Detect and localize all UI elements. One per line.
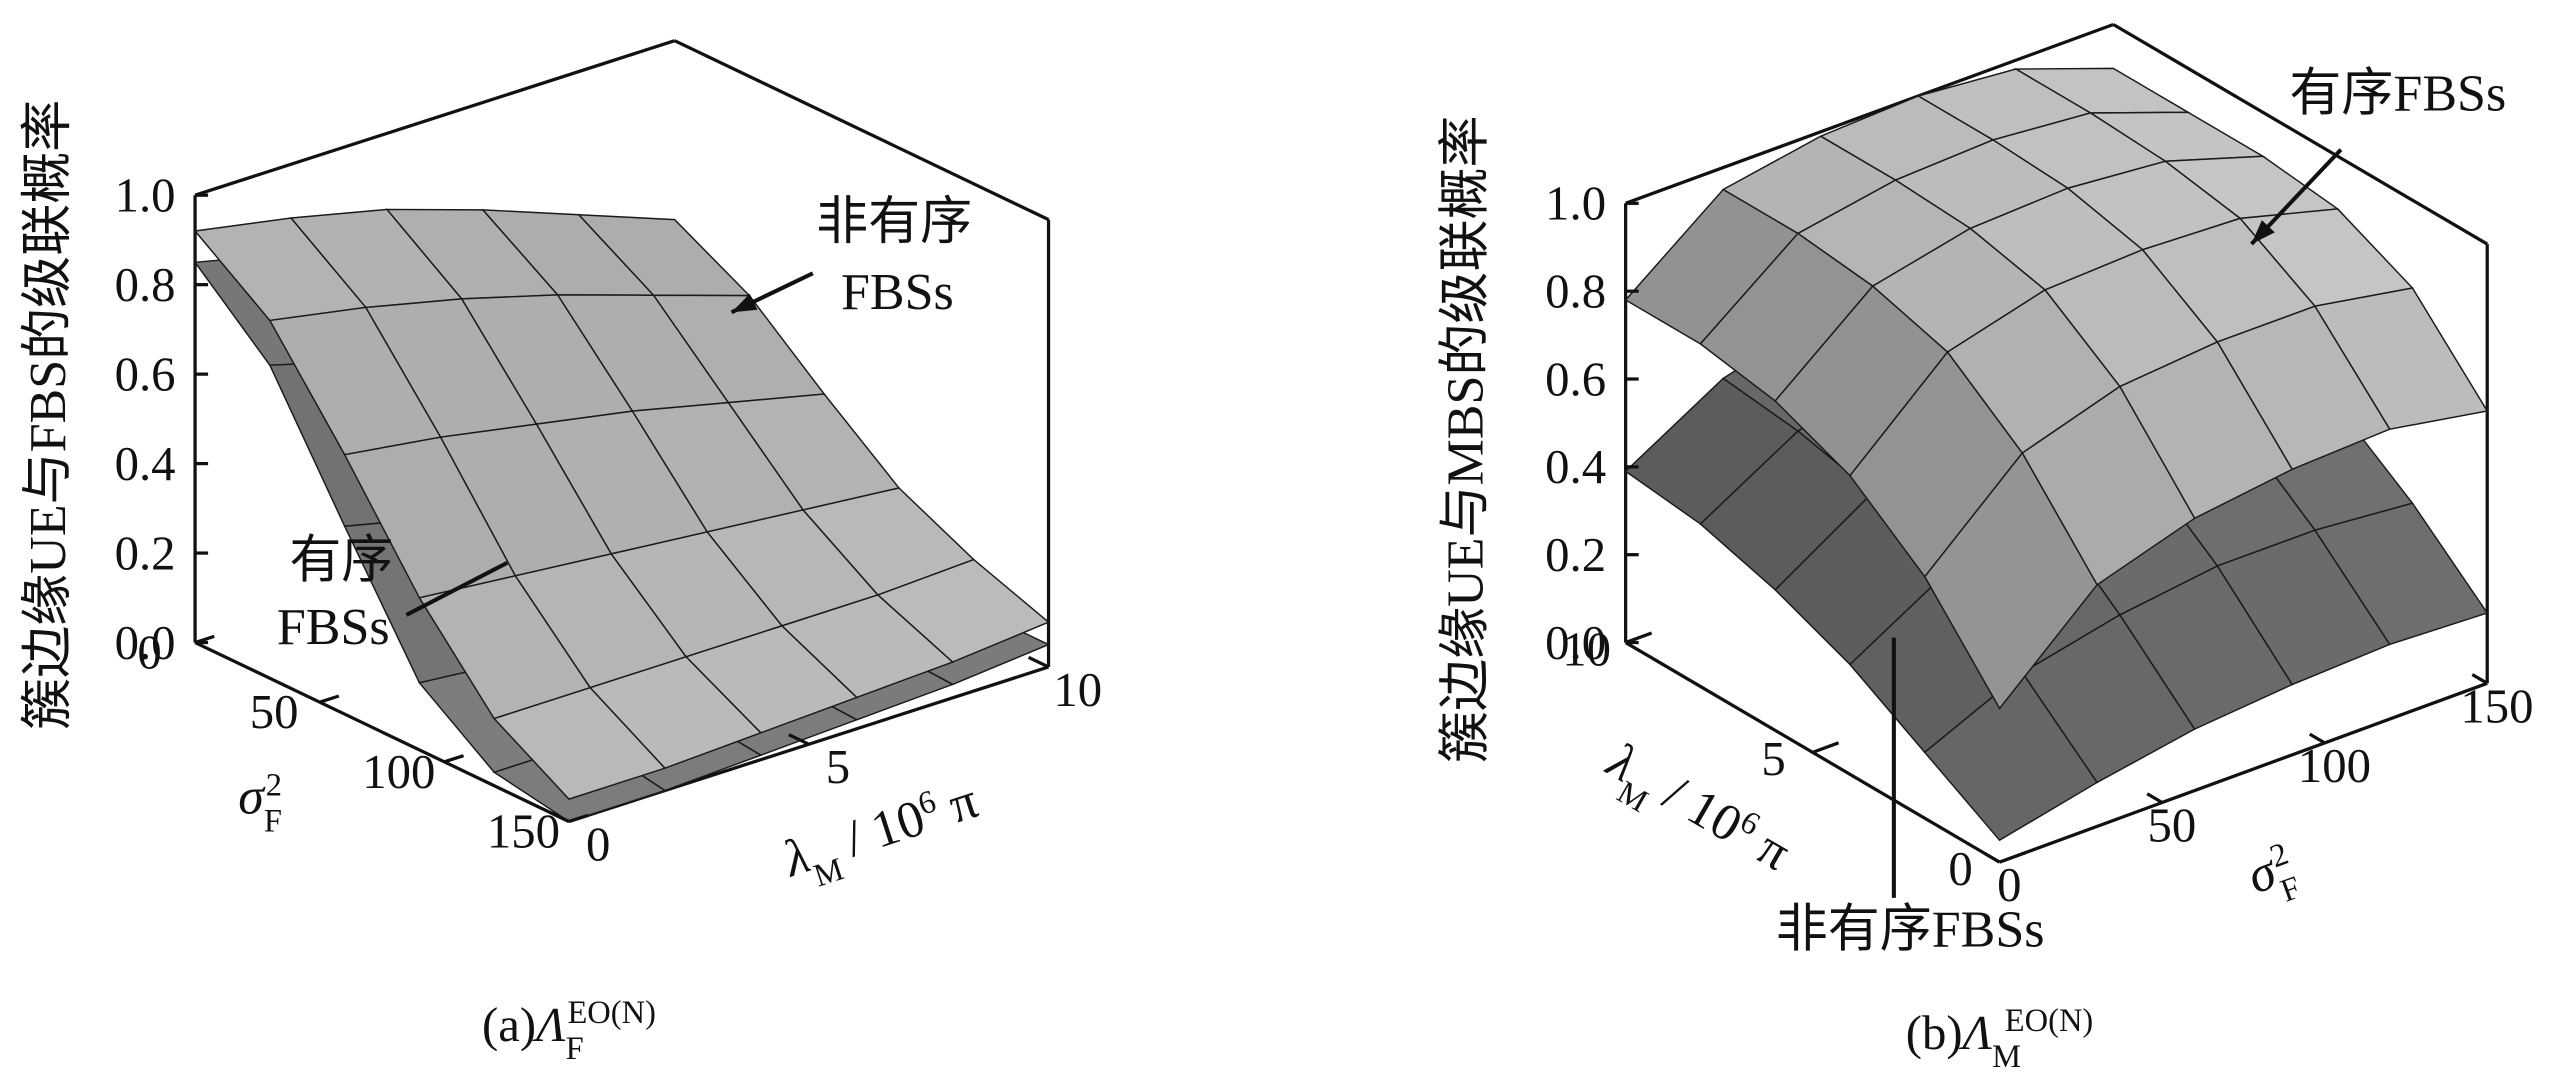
caption: (a)ΛFEO(N) [482,995,656,1067]
box-edge [673,39,1050,222]
x-tick-label: 0 [1948,842,1972,896]
y-tick [2146,792,2163,804]
box-edge [194,641,570,823]
x-tick [548,810,570,823]
z-tick-label: 0.2 [1545,528,1606,582]
panel: 0.00.20.40.60.81.00510050100150簇边缘UE与MBS… [1438,22,2534,1075]
x-tick [1812,741,1840,754]
z-tick-label: 1.0 [1545,177,1606,231]
z-tick-label: 0.0 [115,616,176,670]
annotation: 非有序 [816,194,972,251]
x-tick [1625,631,1653,645]
box-edge [2112,23,2489,246]
annotation: 有序 [289,532,393,589]
z-axis-label: 簇边缘UE与MBS的级联概率 [1438,115,1495,763]
y-axis-label-part: F [2276,870,2305,910]
x-axis-label-part: λ [775,827,816,889]
y-tick [2471,673,2489,685]
y-tick [2308,732,2326,745]
caption-part: M [1992,1039,2021,1075]
box-edge [1998,681,2488,864]
y-axis-label: σF2 [238,767,282,839]
box-edge [1625,22,2114,205]
x-tick [1998,851,2027,864]
z-tick-label: 0.6 [1545,352,1606,406]
y-tick-label: 50 [2147,799,2196,853]
caption-part: F [566,1031,584,1067]
x-tick [788,733,810,746]
z-axis-label: 簇边缘UE与FBS的级联概率 [20,100,77,730]
z-tick-label: 0.4 [1545,440,1606,494]
y-tick-label: 0 [1997,858,2021,912]
y-tick [194,634,215,645]
x-tick-label: 5 [826,740,850,794]
x-tick-label: 10 [1053,663,1102,717]
y-tick [568,813,589,824]
y-tick-label: 150 [487,804,560,858]
box-edge [194,39,676,197]
y-axis-label-part: σ [238,768,266,825]
z-tick-label: 0.2 [115,526,176,580]
arrow-head [2251,220,2275,245]
annotation: 非有序FBSs [1776,902,2045,959]
z-tick-label: 0.0 [1545,616,1606,670]
caption: (b)ΛMEO(N) [1906,1003,2093,1075]
y-tick-label: 100 [362,745,435,799]
z-tick-label: 0.8 [115,258,176,312]
y-tick [443,754,465,764]
caption-part: (a) [482,998,536,1052]
z-tick-label: 0.4 [115,437,176,491]
x-axis-label-part: / 10 [826,789,932,872]
surface-cell [492,686,667,800]
annotation: FBSs [841,264,954,321]
x-tick-label: 10 [1562,622,1611,676]
y-tick [1983,851,2001,864]
y-tick [319,694,340,704]
annotation: 有序FBSs [2289,66,2506,123]
x-tick [1027,655,1050,669]
x-tick-label: 5 [1761,732,1785,786]
y-tick-label: 50 [250,685,299,739]
y-tick-label: 100 [2298,739,2371,793]
caption-part: EO(N) [567,995,655,1031]
y-axis-label: σF2 [2240,836,2306,919]
panel: 0.00.20.40.60.81.00510050100150簇边缘UE与FBS… [20,39,1102,1067]
x-tick-label: 0 [586,818,610,872]
y-axis-label-part: F [264,803,282,839]
z-tick-label: 1.0 [115,168,176,222]
x-axis-label-part: / 10 [1643,758,1752,854]
z-tick-label: 0.8 [1545,264,1606,318]
x-axis-label: λM / 106 π [775,771,989,902]
x-axis-label-part: π [930,772,985,838]
caption-part: Λ [532,998,566,1052]
y-tick-label: 0 [137,626,161,680]
annotation-arrow [405,561,509,617]
caption-part: Λ [1959,1006,1993,1060]
arrow-head [731,293,758,313]
y-axis-label-part: 2 [266,767,282,803]
caption-part: (b) [1906,1006,1963,1060]
y-tick-label: 150 [2460,679,2533,733]
z-tick-label: 0.6 [115,347,176,401]
annotation: FBSs [277,599,390,656]
caption-part: EO(N) [2005,1003,2093,1039]
surface-cell [1923,451,2098,710]
